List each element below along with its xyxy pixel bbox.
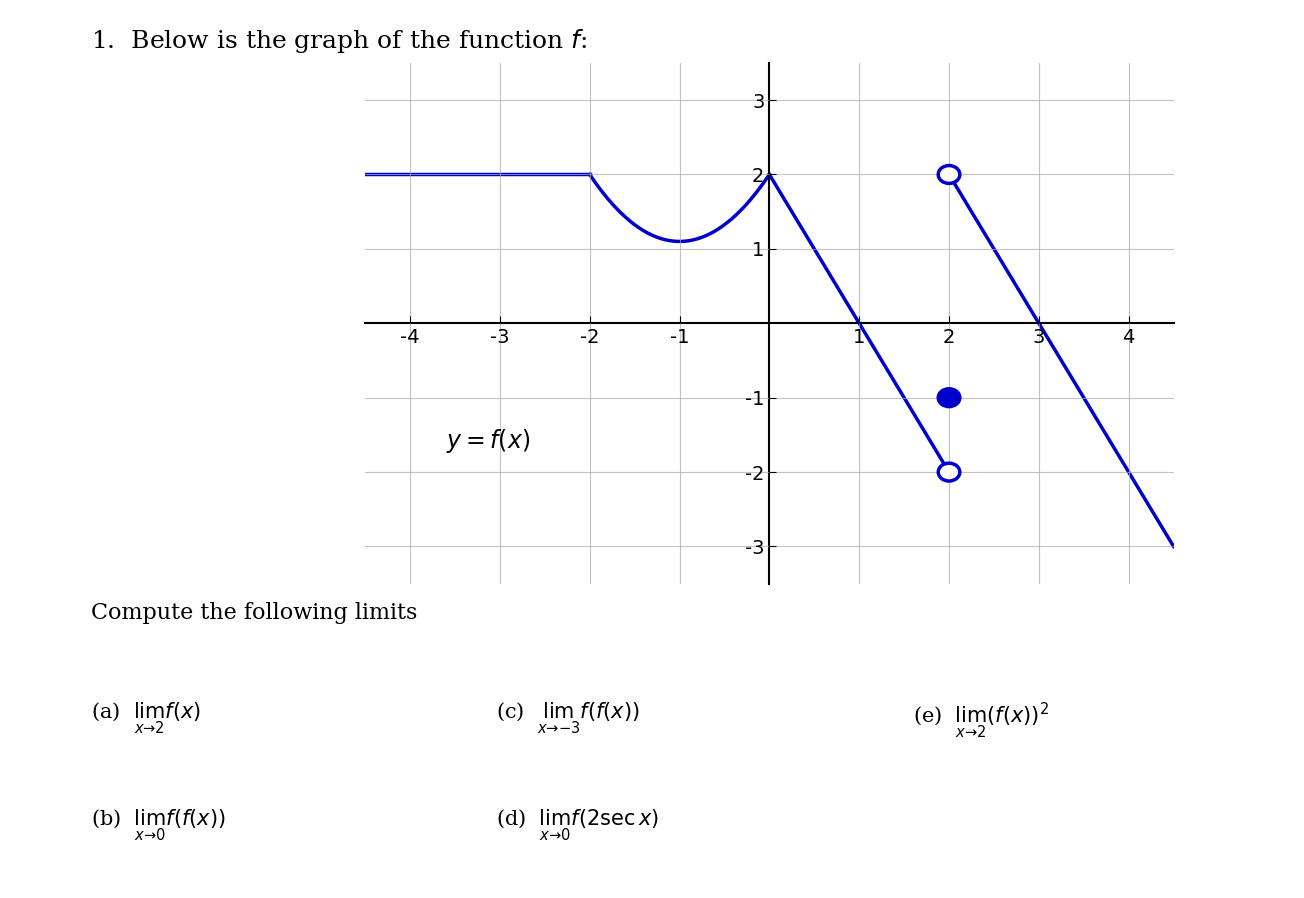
Text: (a)  $\lim_{x\to 2} f(x)$: (a) $\lim_{x\to 2} f(x)$	[91, 700, 201, 735]
Circle shape	[939, 389, 960, 407]
Text: $y=f(x)$: $y=f(x)$	[446, 427, 531, 455]
Text: (d)  $\lim_{x\to 0} f(2\sec x)$: (d) $\lim_{x\to 0} f(2\sec x)$	[496, 808, 659, 843]
Text: (e)  $\lim_{x\to 2} (f(x))^2$: (e) $\lim_{x\to 2} (f(x))^2$	[913, 700, 1048, 741]
Circle shape	[939, 463, 960, 481]
Text: (c)  $\lim_{x\to -3} f(f(x))$: (c) $\lim_{x\to -3} f(f(x))$	[496, 700, 639, 735]
Circle shape	[939, 165, 960, 183]
Text: 1.  Below is the graph of the function $f$:: 1. Below is the graph of the function $f…	[91, 27, 588, 55]
Text: (b)  $\lim_{x\to 0} f(f(x))$: (b) $\lim_{x\to 0} f(f(x))$	[91, 808, 226, 843]
Text: Compute the following limits: Compute the following limits	[91, 602, 417, 623]
